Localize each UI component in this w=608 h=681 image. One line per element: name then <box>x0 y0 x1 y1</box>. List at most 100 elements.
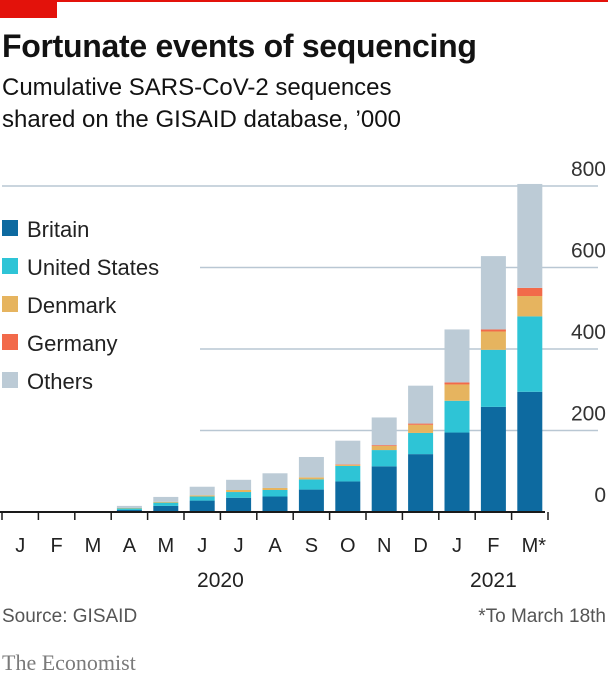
bar-segment <box>444 382 470 385</box>
x-tick-label: A <box>123 535 137 557</box>
bar-segment <box>517 296 543 317</box>
bar-segment <box>226 492 252 498</box>
x-tick-label: D <box>413 535 427 557</box>
chart-subtitle: Cumulative SARS-CoV-2 sequences shared o… <box>2 72 562 136</box>
brand-tag <box>0 0 57 18</box>
bar-segment <box>335 465 361 482</box>
legend-swatch <box>2 220 18 236</box>
year-label: 2021 <box>470 569 517 592</box>
bar-segment <box>517 391 543 512</box>
bar-segment <box>480 329 506 332</box>
bar-segment <box>480 406 506 512</box>
bar-segment <box>116 505 142 508</box>
legend-label: Denmark <box>27 293 117 318</box>
bar-segment <box>226 489 252 493</box>
bar-segment <box>517 183 543 288</box>
bar-segment <box>262 496 288 512</box>
legend-swatch <box>2 334 18 350</box>
bar-segment <box>408 423 434 425</box>
bar-segment <box>116 508 142 510</box>
bar-segment <box>371 466 397 512</box>
x-tick-label: J <box>452 535 462 557</box>
x-tick-label: M <box>157 535 174 557</box>
x-tick-label: M <box>85 535 102 557</box>
bar-segment <box>480 349 506 407</box>
y-tick-label: 400 <box>571 321 606 344</box>
y-tick-label: 200 <box>571 403 606 426</box>
bars <box>116 183 543 512</box>
legend-swatch <box>2 296 18 312</box>
bar-segment <box>262 473 288 488</box>
bar-segment <box>153 501 179 503</box>
bar-segment <box>226 497 252 512</box>
bar-segment <box>153 502 179 506</box>
bar-segment <box>517 287 543 297</box>
y-tick-label: 0 <box>594 484 606 507</box>
bar-segment <box>189 486 215 496</box>
bar-segment <box>371 450 397 467</box>
legend-swatch <box>2 372 18 388</box>
x-tick-label: A <box>268 535 282 557</box>
legend-label: Others <box>27 369 93 394</box>
bar-segment <box>371 417 397 446</box>
bar-segment <box>189 496 215 501</box>
bar-segment <box>116 509 142 512</box>
bar-segment <box>408 454 434 512</box>
y-tick-label: 800 <box>571 158 606 181</box>
bar-segment <box>480 256 506 330</box>
subtitle-line-2: shared on the GISAID database, ’000 <box>2 106 401 133</box>
bar-segment <box>262 489 288 497</box>
bar-segment <box>408 432 434 455</box>
bar-segment <box>189 500 215 512</box>
legend-label: United States <box>27 255 159 280</box>
bar-segment <box>298 479 324 490</box>
bar-segment <box>189 495 215 497</box>
x-tick-label: J <box>234 535 244 557</box>
x-tick-label: M* <box>522 535 547 557</box>
bar-segment <box>444 432 470 512</box>
bar-segment <box>335 481 361 512</box>
y-tick-labels: 0 200 400 600 800 <box>571 158 606 507</box>
y-tick-label: 600 <box>571 240 606 263</box>
legend-label: Britain <box>27 217 89 242</box>
bar-segment <box>153 496 179 502</box>
x-tick-label: F <box>487 535 499 557</box>
chart-title: Fortunate events of sequencing <box>2 28 477 64</box>
bar-segment <box>335 464 361 466</box>
bar-segment <box>153 505 179 512</box>
x-tick-label: F <box>50 535 62 557</box>
bar-segment <box>480 331 506 350</box>
x-tick-label: O <box>340 535 356 557</box>
x-tick-label: J <box>197 535 207 557</box>
bar-segment <box>371 445 397 446</box>
bar-segment <box>262 487 288 490</box>
x-tick-label: J <box>15 535 25 557</box>
year-label: 2020 <box>197 569 244 592</box>
bar-segment <box>298 489 324 512</box>
bar-segment <box>226 479 252 490</box>
bar-segment <box>298 456 324 478</box>
footnote: *To March 18th <box>478 606 606 627</box>
bar-segment <box>408 424 434 433</box>
bar-segment <box>371 445 397 451</box>
bar-segment <box>335 440 361 465</box>
x-axis: J F M A M J J A S O N D J F M*2020 2021 <box>0 511 549 592</box>
bar-segment <box>298 477 324 480</box>
legend-label: Germany <box>27 331 117 356</box>
bar-segment <box>444 384 470 401</box>
bar-segment <box>444 400 470 433</box>
legend-swatch <box>2 258 18 274</box>
x-tick-label: S <box>305 535 318 557</box>
subtitle-line-1: Cumulative SARS-CoV-2 sequences <box>2 74 392 101</box>
bar-segment <box>116 507 142 509</box>
bar-segment <box>335 464 361 465</box>
bar-segment <box>444 329 470 383</box>
bar-segment <box>517 316 543 392</box>
bar-segment <box>408 385 434 424</box>
source-note: Source: GISAID <box>2 606 138 627</box>
brand-logo: The Economist <box>2 650 136 675</box>
top-rule <box>0 0 608 2</box>
x-tick-label: N <box>377 535 391 557</box>
legend: Britain United States Denmark Germany Others <box>2 217 159 394</box>
